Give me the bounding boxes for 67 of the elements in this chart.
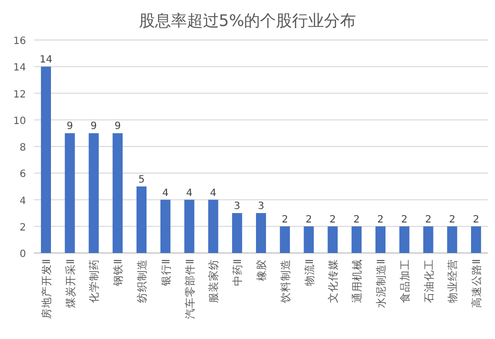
data-label: 3 (258, 201, 264, 212)
bar (40, 66, 51, 253)
data-label: 9 (90, 121, 97, 132)
bar (64, 133, 75, 253)
bar (256, 213, 266, 253)
x-tick-label: 水泥制造Ⅱ (374, 259, 388, 308)
data-label: 2 (401, 214, 408, 226)
x-tick-label: 汽车零部件Ⅱ (183, 259, 196, 320)
bar (399, 226, 410, 253)
x-tick-label: 石油化工 (422, 259, 436, 303)
data-label: 2 (353, 214, 360, 226)
y-tick-label: 16 (13, 36, 26, 47)
y-tick-label: 14 (13, 62, 26, 74)
bar (232, 213, 242, 253)
data-label: 9 (114, 121, 121, 132)
bar (352, 226, 362, 253)
x-tick-label: 物业经营 (446, 259, 460, 303)
bar (328, 226, 338, 253)
y-tick-label: 4 (20, 196, 26, 207)
data-label: 3 (234, 201, 240, 212)
bar (280, 226, 290, 253)
bar (471, 226, 482, 253)
y-tick-label: 2 (20, 222, 26, 234)
x-tick-label: 中药Ⅱ (231, 259, 244, 286)
x-tick-label: 橡胶 (255, 259, 268, 281)
chart-title: 股息率超过5%的个股行业分布 (138, 11, 356, 30)
bar (375, 226, 386, 253)
bar (184, 200, 194, 253)
x-tick-label: 通用机械 (350, 259, 364, 303)
x-tick-label: 饮料制造 (278, 259, 292, 304)
x-tick-label: 高速公路Ⅱ (470, 259, 484, 308)
data-label: 4 (186, 188, 193, 199)
bar (208, 200, 218, 253)
y-tick-label: 6 (20, 169, 26, 180)
x-tick-label: 钢铁Ⅱ (112, 259, 125, 288)
data-label: 4 (162, 188, 169, 199)
x-tick-label: 银行Ⅱ (160, 259, 172, 288)
bar (112, 133, 123, 253)
y-tick-label: 10 (13, 116, 26, 127)
y-tick-label: 12 (13, 89, 26, 100)
data-label: 5 (138, 174, 145, 186)
data-label: 2 (306, 214, 312, 226)
bar (423, 226, 434, 253)
data-label: 2 (377, 214, 384, 226)
x-tick-label: 房地产开发Ⅱ (40, 259, 53, 320)
y-tick-label: 0 (20, 249, 26, 260)
bar (88, 133, 99, 253)
bar (447, 226, 458, 253)
bar (160, 200, 170, 253)
bar (136, 186, 147, 253)
x-tick-label: 煤炭开采Ⅱ (64, 259, 77, 308)
data-label: 14 (40, 54, 52, 66)
x-tick-label: 文化传媒 (326, 259, 340, 303)
data-label: 4 (210, 188, 216, 199)
data-label: 2 (329, 214, 336, 226)
data-label: 2 (448, 214, 456, 226)
x-tick-label: 物流Ⅱ (302, 259, 316, 286)
x-tick-label: 食品加工 (398, 259, 412, 303)
data-label: 2 (282, 214, 288, 226)
x-tick-label: 纺织制造 (136, 259, 149, 303)
x-tick-label: 化学制药 (88, 259, 101, 303)
data-label: 2 (425, 214, 432, 226)
data-label: 2 (472, 214, 480, 226)
data-label: 9 (66, 121, 74, 132)
bar (304, 226, 314, 253)
x-tick-label: 服装家纺 (207, 259, 220, 303)
y-tick-label: 8 (20, 142, 26, 154)
